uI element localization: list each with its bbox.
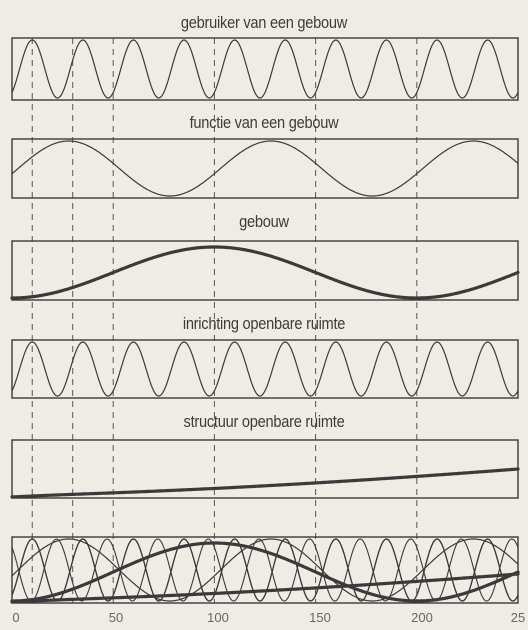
panel-title-functie: functie van een gebouw: [189, 113, 339, 132]
panel-title-gebruiker: gebruiker van een gebouw: [180, 13, 348, 32]
panel-title-structuur: structuur openbare ruimte: [183, 412, 345, 431]
x-tick-label: 50: [108, 610, 124, 625]
panel-frame: [11, 138, 519, 199]
panel-frame: [11, 439, 519, 499]
curve-inrichting: [11, 341, 519, 397]
combined-curve-functie: [11, 538, 519, 602]
curve-structuur: [10, 467, 520, 499]
combined-curve-inrichting: [11, 538, 519, 602]
combined-curve-structuur: [10, 572, 520, 604]
x-tick-label: 25: [510, 610, 526, 625]
panel-frame: [11, 240, 519, 301]
x-tick-label: 150: [309, 610, 331, 625]
x-tick-label: 0: [12, 610, 20, 625]
panel-frame: [11, 37, 519, 101]
combined-curve-extra: [11, 538, 519, 602]
curve-gebruiker: [11, 39, 519, 99]
curve-functie: [11, 140, 519, 197]
x-tick-label: 200: [411, 610, 433, 625]
panel-title-gebouw: gebouw: [239, 212, 289, 231]
x-tick-label: 100: [207, 610, 229, 625]
curve-gebouw: [10, 245, 520, 300]
panel-title-inrichting: inrichting openbare ruimte: [182, 314, 346, 333]
panel-frame: [11, 536, 519, 604]
panel-frame: [11, 339, 519, 399]
